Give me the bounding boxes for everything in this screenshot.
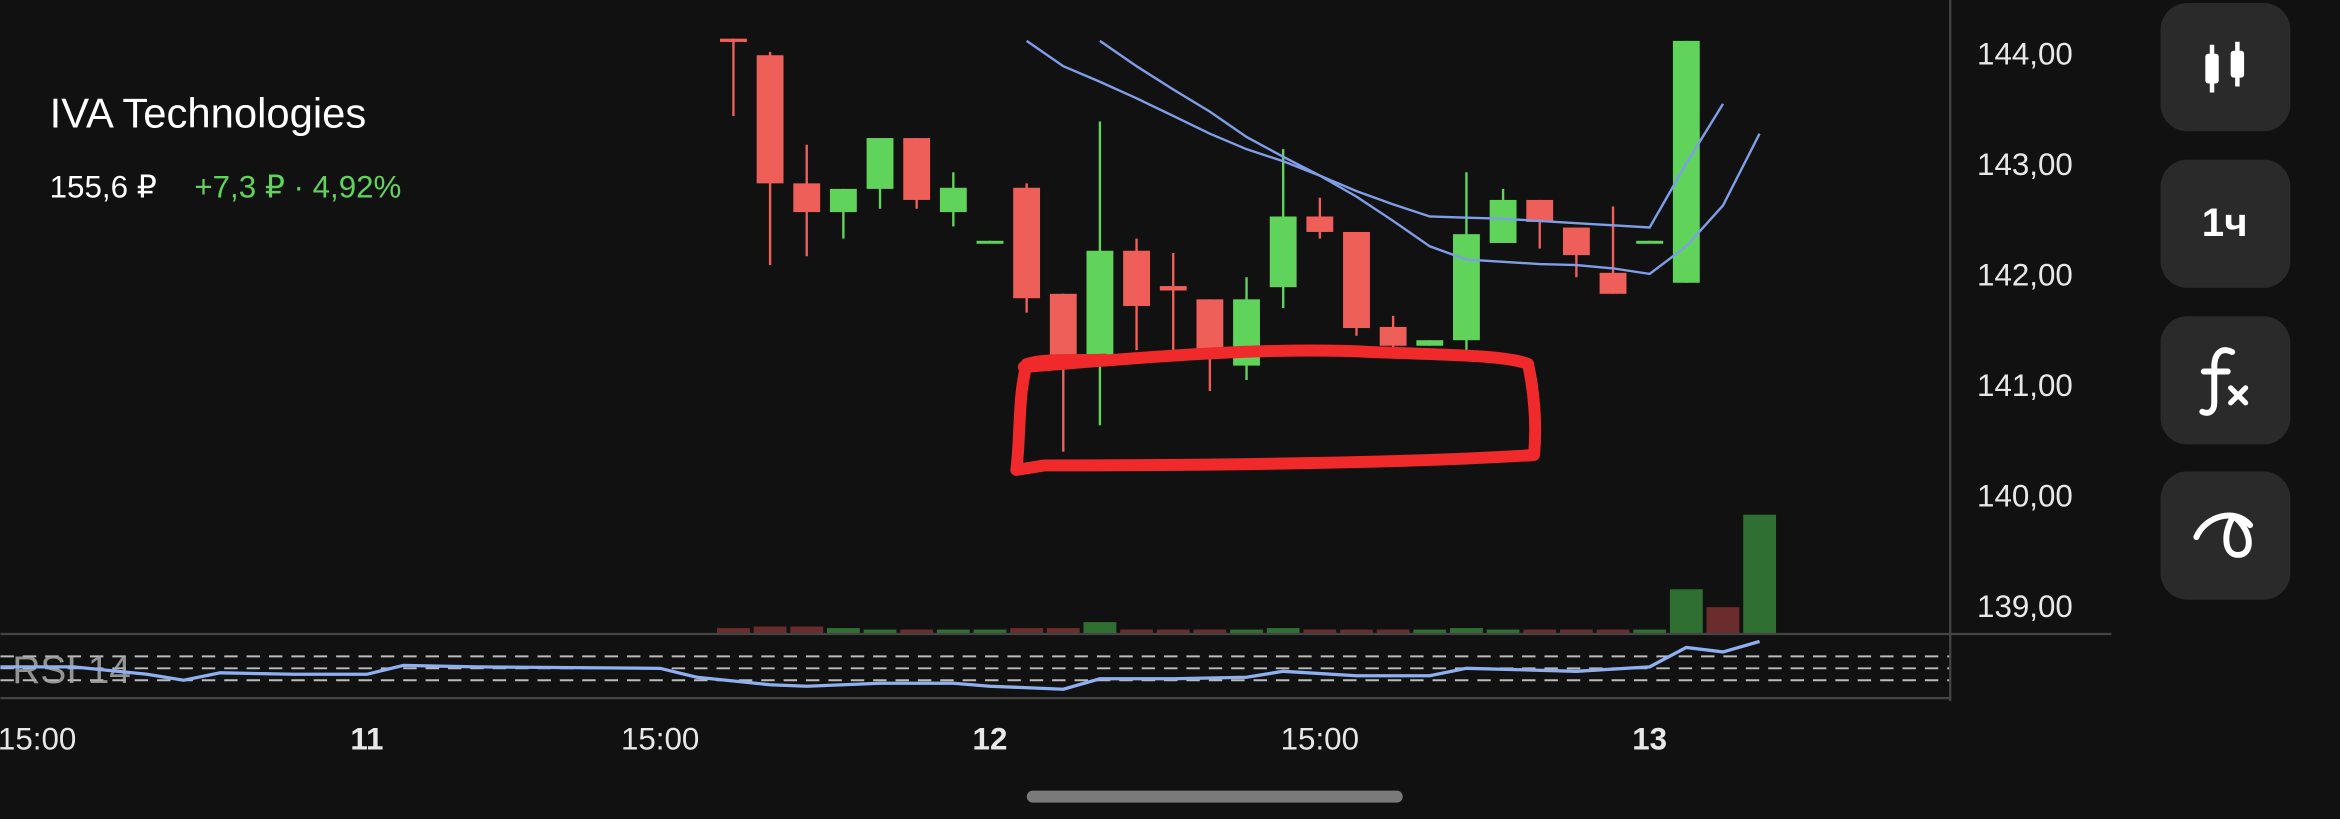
candle-body: [829, 188, 857, 213]
x-tick-label: 13: [1632, 722, 1667, 757]
volume: [717, 514, 1777, 635]
y-tick-label: 144,00: [1977, 37, 2073, 72]
candle-body: [756, 55, 784, 184]
x-tick-label: 15:00: [0, 722, 76, 757]
y-tick-label: 140,00: [1977, 478, 2073, 513]
x-tick-label: 11: [350, 722, 383, 757]
candle-body: [1599, 272, 1627, 294]
volume-bar: [863, 629, 897, 635]
volume-bar: [790, 626, 824, 635]
drawing-button[interactable]: [2160, 471, 2291, 600]
volume-bar: [1193, 629, 1227, 635]
volume-bar: [936, 629, 970, 635]
candle-body: [1159, 286, 1187, 291]
candle-body: [1306, 216, 1334, 232]
candle-body: [1196, 299, 1224, 351]
volume-bar: [753, 626, 787, 635]
candle-body: [793, 183, 821, 213]
volume-bar: [1083, 622, 1117, 635]
volume-bar: [717, 628, 750, 635]
candle-body: [1379, 326, 1407, 346]
candle-body: [903, 138, 931, 200]
candle-body: [1636, 240, 1664, 244]
volume-bar: [1120, 629, 1153, 635]
button-bg: [2160, 316, 2291, 445]
y-tick-label: 139,00: [1977, 589, 2073, 624]
chart-type-button[interactable]: [2160, 2, 2291, 132]
volume-bar: [1266, 628, 1300, 635]
icon: [2228, 385, 2249, 406]
volume-bar: [1596, 629, 1630, 635]
volume-bar: [1706, 607, 1740, 635]
candle-body: [1526, 199, 1554, 223]
rsi-line: [0, 639, 1761, 691]
volume-bar: [1559, 629, 1593, 635]
candle-body: [1416, 340, 1444, 346]
toolbar: 1ч: [2160, 2, 2291, 600]
price-change: +7,3 ₽ · 4,92%: [194, 170, 401, 205]
button-bg: [2160, 2, 2291, 132]
candle-body: [1453, 234, 1480, 341]
volume-bar: [1230, 629, 1263, 635]
interval-label: 1ч: [2202, 200, 2248, 245]
candle-body: [866, 138, 894, 189]
candle-body: [1343, 231, 1370, 329]
volume-bar: [1743, 514, 1777, 635]
home-indicator: [1026, 790, 1403, 803]
x-tick-label: 12: [973, 722, 1008, 757]
candle-body: [939, 187, 967, 213]
moving-average-line: [1025, 39, 1725, 229]
candle-body: [1086, 250, 1114, 366]
candle-body: [1562, 227, 1590, 256]
icon: [2193, 512, 2254, 558]
hand-drawn-highlight: [1010, 344, 1542, 476]
icon: [2199, 347, 2236, 416]
volume-bar: [1523, 629, 1557, 635]
candle-body: [1049, 293, 1077, 366]
volume-bar: [973, 629, 1007, 635]
volume-bar: [1486, 629, 1520, 635]
candle-body: [1489, 199, 1517, 244]
volume-bar: [1303, 629, 1337, 635]
candle-body: [1013, 187, 1041, 299]
button-bg: [2160, 159, 2291, 288]
candle-body: [976, 240, 1004, 244]
volume-bar: [826, 628, 860, 635]
interval-button[interactable]: 1ч: [2160, 159, 2291, 288]
volume-bar: [1046, 628, 1080, 635]
moving-average-line: [1099, 39, 1761, 276]
volume-bar: [900, 629, 934, 635]
y-tick-label: 142,00: [1977, 258, 2073, 293]
x-tick-label: 15:00: [1281, 722, 1359, 757]
x-tick-label: 15:00: [621, 722, 699, 757]
indicators-button[interactable]: [2160, 316, 2291, 445]
volume-bar: [1376, 629, 1410, 635]
candle-body: [1269, 216, 1297, 288]
volume-bar: [1669, 589, 1703, 635]
rsi-panel: RSI 14: [0, 639, 1951, 692]
volume-bar: [1010, 628, 1044, 635]
volume-bar: [1156, 629, 1190, 635]
y-tick-label: 141,00: [1977, 368, 2073, 403]
volume-bar: [1633, 629, 1667, 635]
y-tick-label: 143,00: [1977, 147, 2073, 182]
axes: 144,00 143,00 142,00 141,00 140,00 139,00 15:0…: [0, 0, 2112, 757]
volume-bar: [1340, 629, 1373, 635]
volume-bar: [1413, 629, 1447, 635]
candle-body: [720, 38, 747, 42]
candle-body: [1123, 250, 1151, 306]
price: 155,6 ₽: [50, 170, 157, 205]
instrument-title: IVA Technologies: [50, 89, 367, 136]
price-plot: [720, 38, 1761, 452]
volume-bar: [1450, 628, 1483, 635]
